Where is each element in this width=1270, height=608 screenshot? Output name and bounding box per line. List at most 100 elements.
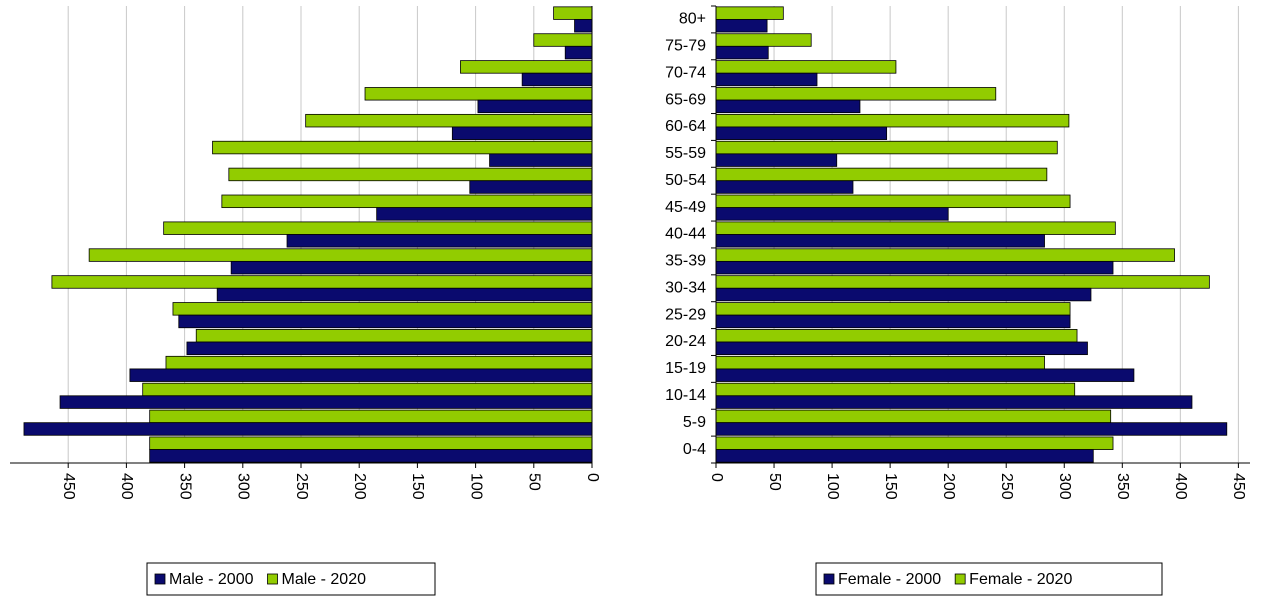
bar-female-2000-5-9 <box>715 422 1228 436</box>
bar-male-2020-60-64 <box>305 113 593 128</box>
bar-female-2020-0-4 <box>715 436 1114 450</box>
tick-label-left-100: 100 <box>467 473 484 500</box>
bar-female-2020-25-29 <box>715 302 1071 316</box>
bar-female-2000-65-69 <box>715 99 861 114</box>
bar-male-2000-5-9 <box>23 422 593 436</box>
bar-female-2000-50-54 <box>715 180 854 194</box>
bar-male-2020-10-14 <box>142 382 593 397</box>
bar-female-2000-60-64 <box>715 126 888 140</box>
legend-label-female-2000: Female - 2000 <box>838 571 941 588</box>
bar-female-2020-10-14 <box>715 382 1076 397</box>
ticks-left: 0 50 100 150 200 250 300 350 400 450 <box>60 463 601 500</box>
bar-female-2000-70-74 <box>715 72 818 87</box>
bar-male-2000-10-14 <box>59 395 593 409</box>
bar-male-2020-65-69 <box>364 87 593 101</box>
bar-male-2020-0-4 <box>149 436 593 450</box>
legend-right[interactable]: Female - 2000 Female - 2020 <box>815 562 1163 596</box>
tick-label-left-400: 400 <box>118 473 135 500</box>
bar-female-2000-55-59 <box>715 153 838 167</box>
tick-label-left-450: 450 <box>60 473 77 500</box>
bar-male-2020-50-54 <box>228 167 593 182</box>
age-label-55-59: 55-59 <box>665 145 706 162</box>
tick-label-left-200: 200 <box>351 473 368 500</box>
age-label-35-39: 35-39 <box>665 253 706 270</box>
bar-female-2000-30-34 <box>715 287 1092 302</box>
legend-label-male-2020: Male - 2020 <box>282 571 367 588</box>
bar-male-2020-80+ <box>553 6 593 20</box>
bar-female-2000-15-19 <box>715 368 1135 382</box>
tick-label-left-250: 250 <box>293 473 310 500</box>
bar-female-2000-25-29 <box>715 314 1071 329</box>
legend-swatch-male-2000 <box>154 573 166 585</box>
tick-label-right-150: 150 <box>882 473 899 500</box>
bar-female-2020-45-49 <box>715 194 1071 209</box>
bar-female-2000-45-49 <box>715 207 949 221</box>
bar-female-2000-35-39 <box>715 260 1114 275</box>
legend-box <box>146 562 436 596</box>
tick-label-left-0: 0 <box>584 473 601 482</box>
age-label-70-74: 70-74 <box>665 64 706 81</box>
bar-female-2000-75-79 <box>715 45 769 60</box>
bar-male-2000-55-59 <box>489 153 593 167</box>
bar-female-2000-20-24 <box>715 341 1088 356</box>
tick-label-left-150: 150 <box>409 473 426 500</box>
bar-male-2000-50-54 <box>469 180 593 194</box>
age-label-45-49: 45-49 <box>665 199 706 216</box>
bar-female-2020-55-59 <box>715 140 1058 155</box>
bar-female-2020-75-79 <box>715 33 812 47</box>
age-label-25-29: 25-29 <box>665 306 706 323</box>
age-label-60-64: 60-64 <box>665 118 706 135</box>
bar-female-2020-30-34 <box>715 275 1210 289</box>
bar-male-2020-15-19 <box>165 355 593 370</box>
bar-male-2000-40-44 <box>286 234 593 248</box>
legend-swatch-male-2020 <box>267 573 278 585</box>
bar-male-2020-5-9 <box>149 409 593 424</box>
bar-male-2000-60-64 <box>451 126 593 140</box>
legend-swatch-female-2020 <box>954 573 966 585</box>
bars-right <box>715 6 1228 463</box>
tick-label-left-50: 50 <box>526 473 543 491</box>
age-label-40-44: 40-44 <box>665 226 706 243</box>
bar-male-2020-75-79 <box>533 33 593 47</box>
age-label-20-24: 20-24 <box>665 333 706 350</box>
tick-label-right-350: 350 <box>1114 473 1131 500</box>
legend-swatch-female-2000 <box>823 573 835 585</box>
bar-male-2000-30-34 <box>216 287 593 302</box>
bar-male-2020-20-24 <box>195 329 593 343</box>
tick-label-right-300: 300 <box>1056 473 1073 500</box>
bar-female-2020-5-9 <box>715 409 1112 424</box>
legend-label-male-2000: Male - 2000 <box>169 571 254 588</box>
bar-male-2020-40-44 <box>163 221 593 235</box>
age-label-50-54: 50-54 <box>665 172 706 189</box>
bar-female-2020-65-69 <box>715 87 997 101</box>
age-label-0-4: 0-4 <box>683 441 706 458</box>
age-label-75-79: 75-79 <box>665 38 706 55</box>
legend-box <box>815 562 1163 596</box>
bar-female-2000-80+ <box>715 19 768 33</box>
bar-male-2020-45-49 <box>221 194 593 209</box>
bar-male-2000-80+ <box>574 19 593 33</box>
tick-label-right-200: 200 <box>940 473 957 500</box>
tick-label-right-50: 50 <box>766 473 783 491</box>
legend-label-female-2020: Female - 2020 <box>969 571 1072 588</box>
bar-male-2020-55-59 <box>212 140 593 155</box>
bar-female-2000-0-4 <box>715 449 1094 463</box>
age-label-15-19: 15-19 <box>665 360 706 377</box>
bar-male-2000-25-29 <box>178 314 593 329</box>
tick-label-right-400: 400 <box>1172 473 1189 500</box>
bar-female-2020-50-54 <box>715 167 1048 182</box>
tick-label-left-300: 300 <box>235 473 252 500</box>
bar-female-2020-70-74 <box>715 60 897 74</box>
bar-male-2020-25-29 <box>172 302 593 316</box>
bar-male-2000-20-24 <box>186 341 593 356</box>
age-label-65-69: 65-69 <box>665 91 706 108</box>
bar-male-2000-45-49 <box>376 207 593 221</box>
age-labels: 0-4 5-9 10-14 15-19 20-24 25-29 30-34 35-39 40-4… <box>665 11 706 458</box>
legend-left[interactable]: Male - 2000 Male - 2020 <box>146 562 436 596</box>
bar-male-2000-15-19 <box>129 368 593 382</box>
bar-female-2020-15-19 <box>715 355 1045 370</box>
bar-male-2000-65-69 <box>477 99 593 114</box>
bar-female-2020-80+ <box>715 6 784 20</box>
